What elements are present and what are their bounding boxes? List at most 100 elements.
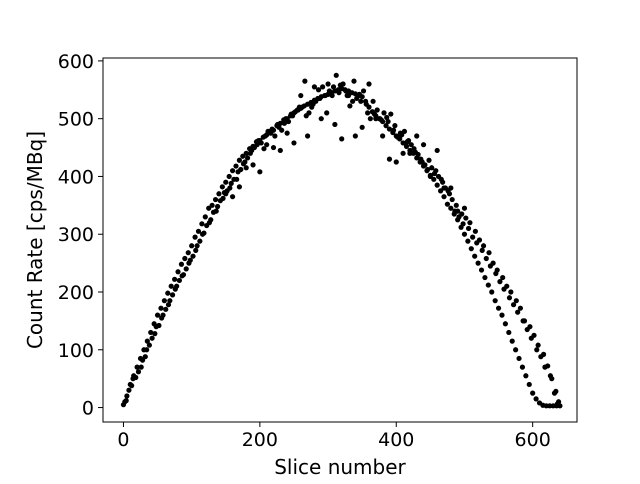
data-point bbox=[381, 110, 387, 116]
data-point bbox=[530, 390, 536, 396]
data-point bbox=[448, 185, 454, 191]
data-point bbox=[388, 111, 394, 117]
data-point bbox=[329, 92, 335, 99]
data-point bbox=[478, 267, 485, 273]
data-point bbox=[489, 289, 495, 295]
data-point bbox=[510, 302, 517, 308]
data-point bbox=[407, 150, 413, 156]
data-point bbox=[431, 176, 437, 182]
data-point bbox=[243, 165, 249, 171]
data-point bbox=[460, 221, 466, 227]
data-point bbox=[333, 72, 339, 78]
data-point bbox=[305, 133, 311, 139]
data-point bbox=[265, 128, 271, 134]
data-point bbox=[434, 182, 440, 188]
data-point bbox=[206, 220, 212, 226]
data-point bbox=[264, 142, 270, 148]
data-point bbox=[165, 290, 171, 296]
x-tick-label: 200 bbox=[242, 429, 278, 451]
data-point bbox=[270, 144, 277, 151]
data-point bbox=[167, 298, 173, 304]
data-point bbox=[455, 208, 461, 214]
data-point bbox=[324, 110, 330, 116]
data-point bbox=[400, 150, 406, 156]
data-point bbox=[146, 342, 152, 348]
data-point bbox=[148, 329, 154, 336]
data-point bbox=[279, 127, 285, 133]
data-point bbox=[174, 283, 180, 289]
data-point bbox=[524, 326, 530, 333]
data-point bbox=[415, 151, 421, 158]
data-point bbox=[187, 257, 193, 263]
data-point bbox=[533, 396, 539, 402]
data-point bbox=[472, 253, 478, 259]
data-point bbox=[185, 250, 191, 256]
data-point bbox=[468, 246, 474, 252]
data-point bbox=[234, 176, 240, 182]
data-point bbox=[456, 214, 462, 220]
data-point bbox=[497, 279, 503, 285]
data-point bbox=[429, 165, 435, 171]
data-point bbox=[216, 191, 222, 197]
data-point bbox=[392, 123, 398, 129]
data-point bbox=[195, 228, 202, 234]
data-point bbox=[513, 347, 519, 353]
data-point bbox=[482, 274, 488, 281]
data-point bbox=[175, 269, 181, 275]
data-point bbox=[326, 88, 333, 94]
data-point bbox=[365, 110, 371, 116]
data-point bbox=[528, 335, 534, 341]
data-point bbox=[251, 144, 258, 151]
data-point bbox=[425, 166, 431, 173]
data-point bbox=[386, 156, 393, 162]
data-point bbox=[485, 282, 491, 288]
y-tick-label: 600 bbox=[58, 51, 94, 73]
data-point bbox=[470, 234, 476, 240]
data-point bbox=[179, 273, 185, 279]
data-point bbox=[339, 136, 345, 142]
data-point bbox=[373, 116, 379, 122]
data-point bbox=[317, 95, 323, 102]
data-point bbox=[467, 220, 473, 226]
data-point bbox=[214, 203, 221, 210]
data-point bbox=[475, 260, 481, 266]
data-point bbox=[487, 263, 493, 269]
data-point bbox=[176, 277, 182, 284]
data-point bbox=[461, 231, 468, 237]
data-point bbox=[183, 266, 189, 272]
data-point bbox=[350, 98, 356, 104]
data-point bbox=[223, 179, 229, 185]
data-point bbox=[168, 283, 174, 289]
data-point bbox=[479, 247, 485, 253]
data-point bbox=[358, 98, 364, 104]
y-tick-label: 0 bbox=[82, 398, 94, 420]
data-point bbox=[461, 205, 468, 211]
data-point bbox=[408, 142, 414, 148]
data-point bbox=[411, 146, 417, 152]
data-point bbox=[434, 147, 440, 154]
data-point bbox=[236, 184, 242, 190]
data-point bbox=[298, 92, 304, 99]
data-point bbox=[483, 255, 489, 262]
data-point bbox=[283, 116, 289, 122]
data-point bbox=[495, 305, 502, 311]
y-tick-label: 200 bbox=[58, 282, 94, 304]
data-point bbox=[502, 321, 508, 327]
data-point bbox=[288, 111, 294, 117]
data-point bbox=[135, 369, 142, 375]
data-point bbox=[438, 188, 444, 194]
data-point bbox=[380, 133, 386, 139]
data-point bbox=[152, 331, 158, 337]
data-point bbox=[516, 355, 522, 362]
data-point bbox=[347, 103, 353, 109]
data-point bbox=[322, 92, 328, 99]
data-point bbox=[306, 110, 312, 116]
data-point bbox=[272, 133, 278, 139]
data-point bbox=[212, 196, 219, 203]
y-axis-label: Count Rate [cps/MBq] bbox=[23, 131, 47, 349]
data-point bbox=[517, 305, 523, 311]
data-point bbox=[438, 176, 444, 182]
data-point bbox=[202, 214, 208, 220]
data-point bbox=[281, 120, 288, 126]
